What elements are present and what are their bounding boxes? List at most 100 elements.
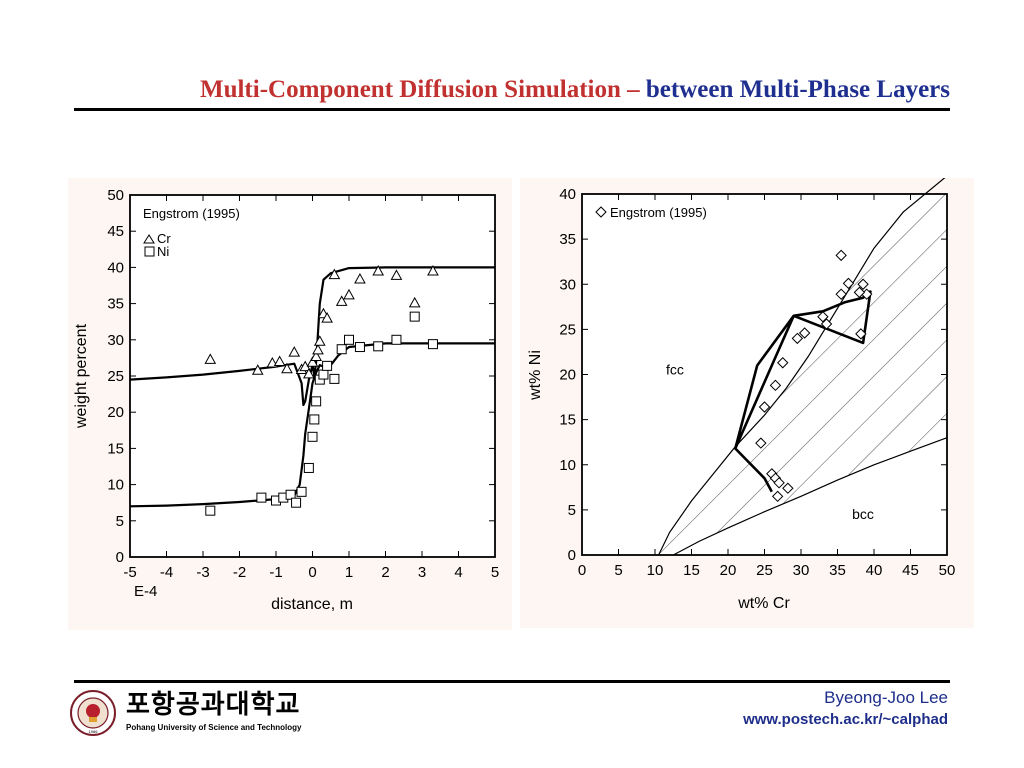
ni-data-point bbox=[322, 360, 333, 371]
right-y-tick-label: 40 bbox=[559, 186, 576, 203]
legend-triangle-icon bbox=[143, 234, 155, 244]
ni-data-point bbox=[303, 462, 314, 473]
right-legend-title: Engstrom (1995) bbox=[610, 205, 707, 220]
left-x-tick-label: 4 bbox=[454, 564, 462, 581]
cr-data-point bbox=[281, 362, 293, 374]
title-part-2: between Multi-Phase Layers bbox=[639, 76, 950, 103]
ni-data-point bbox=[307, 431, 318, 442]
composition-data-point bbox=[855, 328, 867, 340]
left-x-tick-label: -2 bbox=[233, 564, 246, 581]
cr-data-point bbox=[273, 355, 286, 367]
fcc-phase-boundary bbox=[658, 178, 946, 556]
website-url[interactable]: www.postech.ac.kr/~calphad bbox=[743, 711, 948, 728]
cr-data-point bbox=[288, 346, 301, 357]
slide-title: Multi-Component Diffusion Simulation – b… bbox=[74, 72, 950, 108]
composition-data-point bbox=[773, 477, 785, 489]
title-underline bbox=[74, 108, 950, 111]
right-x-tick-label: 35 bbox=[829, 562, 846, 579]
ni-data-point bbox=[296, 486, 307, 497]
left-y-tick-label: 45 bbox=[107, 223, 124, 240]
composition-data-point bbox=[798, 327, 811, 339]
ni-data-point bbox=[344, 334, 354, 345]
right-y-tick-label: 10 bbox=[559, 457, 576, 474]
right-x-tick-label: 20 bbox=[720, 562, 737, 579]
simulated-ni-line bbox=[129, 342, 495, 508]
right-y-tick-label: 20 bbox=[559, 367, 576, 384]
cr-data-point bbox=[303, 367, 315, 379]
left-x-tick-label: -5 bbox=[123, 564, 136, 581]
cr-data-point bbox=[204, 353, 217, 364]
left-y-tick-label: 0 bbox=[116, 549, 124, 566]
ni-data-point bbox=[409, 311, 420, 322]
title-dash: – bbox=[627, 76, 640, 103]
ni-data-point bbox=[354, 342, 365, 353]
composition-data-point bbox=[835, 249, 847, 262]
right-y-axis-label: wt% Ni bbox=[527, 350, 544, 401]
ni-data-point bbox=[391, 334, 402, 345]
university-name-english: Pohang University of Science and Technol… bbox=[126, 723, 302, 732]
ni-data-point bbox=[256, 492, 267, 503]
right-y-tick-label: 30 bbox=[559, 276, 576, 293]
composition-data-point bbox=[842, 277, 855, 290]
cr-data-point bbox=[343, 288, 355, 300]
right-x-tick-label: 50 bbox=[939, 562, 956, 579]
ni-data-point bbox=[318, 369, 329, 380]
composition-data-point bbox=[771, 490, 784, 503]
composition-data-point bbox=[853, 286, 866, 299]
right-x-tick-label: 0 bbox=[578, 562, 586, 579]
right-y-tick-label: 25 bbox=[559, 321, 576, 338]
cr-data-point bbox=[390, 269, 403, 280]
right-y-tick-label: 35 bbox=[559, 231, 576, 248]
right-y-tick-label: 15 bbox=[559, 412, 576, 429]
cr-data-point bbox=[372, 264, 385, 276]
cr-data-point bbox=[312, 343, 324, 355]
cr-data-point bbox=[306, 356, 319, 367]
left-x-tick-label: 3 bbox=[418, 564, 426, 581]
left-y-tick-label: 30 bbox=[107, 332, 124, 349]
right-x-tick-label: 30 bbox=[793, 562, 810, 579]
cr-data-point bbox=[321, 312, 333, 323]
right-x-tick-label: 5 bbox=[614, 562, 622, 579]
composition-data-point bbox=[817, 311, 829, 323]
right-x-tick-label: 15 bbox=[683, 562, 700, 579]
logo-year: 1986 bbox=[89, 729, 99, 734]
cr-data-point bbox=[354, 272, 366, 284]
legend-diamond-icon bbox=[595, 206, 607, 218]
ni-data-point bbox=[291, 497, 302, 508]
right-y-tick-label: 0 bbox=[568, 547, 576, 564]
cr-data-point bbox=[310, 350, 322, 361]
cr-data-point bbox=[427, 264, 439, 276]
left-y-tick-label: 35 bbox=[107, 296, 124, 313]
left-x-tick-label: -4 bbox=[160, 564, 173, 581]
right-x-tick-label: 10 bbox=[647, 562, 664, 579]
left-x-scale-note: E-4 bbox=[134, 583, 157, 600]
composition-data-point bbox=[782, 482, 794, 494]
left-legend-title: Engstrom (1995) bbox=[143, 206, 240, 221]
composition-data-point bbox=[835, 288, 847, 300]
composition-data-point bbox=[755, 437, 767, 449]
left-x-axis-label: distance, m bbox=[271, 596, 353, 613]
left-x-tick-label: 0 bbox=[308, 564, 316, 581]
left-y-tick-label: 40 bbox=[107, 259, 124, 276]
composition-data-point bbox=[758, 401, 771, 413]
right-x-tick-label: 40 bbox=[866, 562, 883, 579]
left-x-tick-label: 1 bbox=[345, 564, 353, 581]
cr-data-point bbox=[335, 295, 348, 306]
footer-rule bbox=[74, 680, 950, 683]
composition-data-point bbox=[791, 332, 804, 345]
left-y-tick-label: 50 bbox=[107, 187, 124, 204]
composition-data-point bbox=[857, 278, 869, 290]
left-y-tick-label: 10 bbox=[107, 477, 124, 494]
ni-data-point bbox=[373, 341, 384, 352]
ni-data-point bbox=[309, 414, 320, 425]
left-x-tick-label: 2 bbox=[381, 564, 389, 581]
region-label-fcc: fcc bbox=[666, 362, 684, 378]
left-x-tick-label: -3 bbox=[196, 564, 209, 581]
cr-data-point bbox=[328, 268, 341, 280]
left-y-axis-label: weight percent bbox=[73, 323, 90, 429]
cr-data-point bbox=[313, 335, 326, 346]
left-x-tick-label: 5 bbox=[491, 564, 499, 581]
ni-data-point bbox=[311, 396, 322, 407]
left-legend-ni: Ni bbox=[157, 244, 169, 259]
